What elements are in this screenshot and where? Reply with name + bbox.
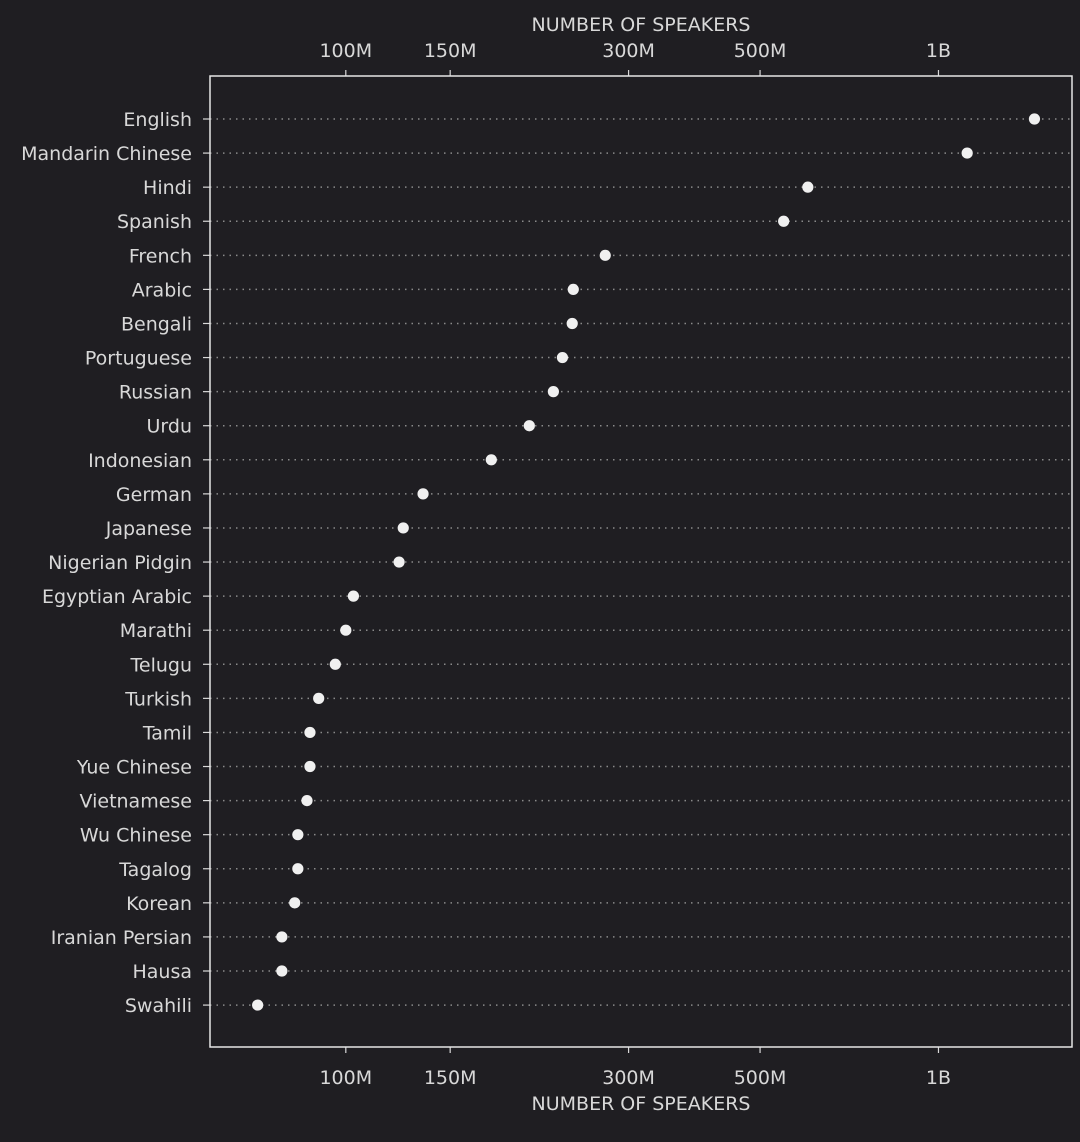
bottom-x-tick-label: 300M (602, 1067, 655, 1089)
data-point (347, 590, 360, 602)
category-label: French (129, 245, 192, 267)
category-label: Turkish (124, 688, 192, 710)
data-point (417, 488, 429, 500)
dot-layer (252, 113, 1041, 1011)
bottom-x-tick-label: 150M (424, 1067, 477, 1089)
category-label: English (123, 109, 192, 131)
data-point (301, 795, 313, 807)
category-label: Wu Chinese (80, 825, 192, 847)
tick-layer: 100M 100M 150M 150M 300M 300M 500M 500M 1B 1B Engl… (21, 40, 951, 1089)
category-label: Japanese (105, 518, 192, 540)
category-label: Tamil (142, 722, 192, 744)
data-point (276, 965, 288, 977)
plot-frame (209, 75, 1073, 1048)
data-point (802, 181, 814, 193)
category-label: Vietnamese (80, 791, 192, 813)
category-label: Korean (126, 893, 192, 915)
category-label: Mandarin Chinese (21, 143, 192, 165)
data-point (566, 317, 578, 330)
category-label: Bengali (121, 313, 192, 335)
data-point (1028, 113, 1041, 125)
data-point (289, 897, 301, 909)
data-point (556, 351, 569, 364)
data-point (329, 658, 341, 670)
grid-layer (210, 118, 1072, 1006)
category-label: Egyptian Arabic (42, 586, 192, 608)
category-label: Arabic (132, 279, 192, 301)
category-label: Yue Chinese (76, 757, 192, 779)
bottom-x-tick-label: 1B (926, 1067, 951, 1089)
top-x-tick-label: 1B (926, 40, 951, 62)
category-label: Hindi (143, 177, 192, 199)
top-axis-title: NUMBER OF SPEAKERS (532, 14, 751, 36)
category-label: Russian (119, 382, 192, 404)
data-point (523, 420, 535, 432)
category-label: Hausa (132, 961, 192, 983)
category-label: Swahili (125, 995, 192, 1017)
category-label: Spanish (117, 211, 192, 233)
data-point (313, 692, 325, 704)
top-x-tick-label: 100M (319, 40, 372, 62)
data-point (276, 931, 288, 943)
data-point (961, 147, 973, 159)
data-point (397, 522, 409, 534)
data-point (567, 283, 579, 295)
category-label: Tagalog (118, 859, 192, 881)
data-point (547, 386, 559, 398)
category-label: Telugu (130, 654, 193, 676)
data-point (304, 726, 316, 739)
category-label: Indonesian (88, 450, 192, 472)
data-point (292, 863, 304, 875)
top-x-tick-label: 300M (602, 40, 655, 62)
data-point (292, 829, 304, 841)
top-x-tick-label: 500M (734, 40, 787, 62)
bottom-x-tick-label: 100M (319, 1067, 372, 1089)
category-label: Nigerian Pidgin (48, 552, 192, 574)
data-point (485, 454, 497, 466)
category-label: Urdu (147, 416, 193, 438)
bottom-axis-title: NUMBER OF SPEAKERS (532, 1093, 751, 1115)
data-point (393, 556, 405, 568)
category-label: Iranian Persian (51, 927, 192, 949)
data-point (778, 215, 790, 227)
category-label: German (116, 484, 192, 506)
data-point (252, 999, 264, 1011)
data-point (599, 249, 611, 261)
bottom-x-tick-label: 500M (734, 1067, 787, 1089)
category-label: Marathi (120, 620, 192, 642)
category-label: Portuguese (85, 348, 192, 370)
data-point (304, 760, 316, 773)
top-x-tick-label: 150M (424, 40, 477, 62)
data-point (340, 624, 352, 636)
